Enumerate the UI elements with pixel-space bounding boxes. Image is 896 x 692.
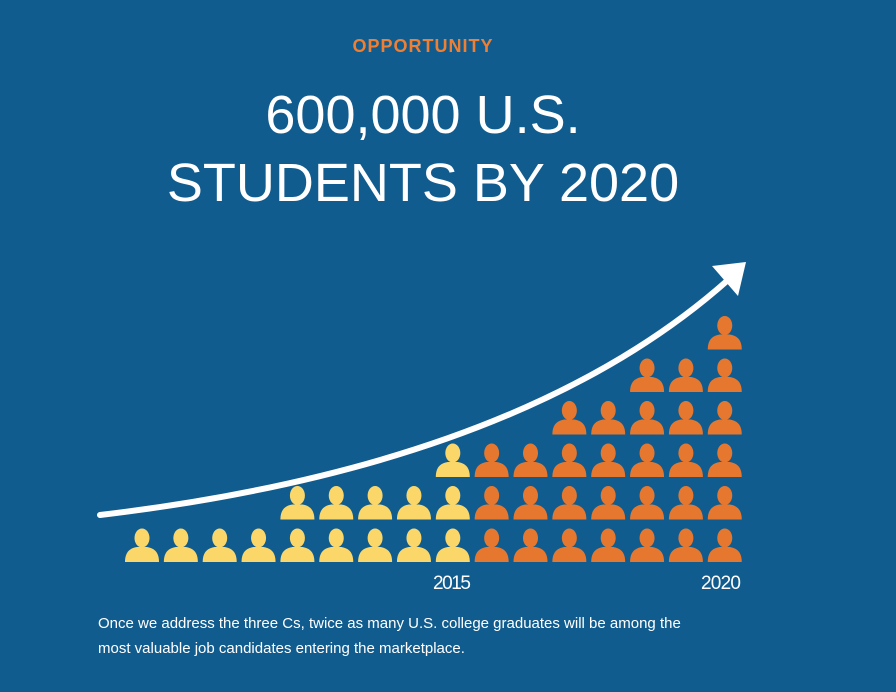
person-icon <box>280 486 315 520</box>
caption-line: Once we address the three Cs, twice as m… <box>98 615 681 632</box>
person-icon <box>435 443 470 477</box>
person-icon <box>513 486 548 520</box>
year-label: 2015 <box>433 573 471 594</box>
person-icon <box>202 528 237 562</box>
person-icon <box>319 528 354 562</box>
person-icon <box>358 486 393 520</box>
person-icon <box>668 528 703 562</box>
person-icon <box>319 486 354 520</box>
person-icon <box>241 528 276 562</box>
caption-line: most valuable job candidates entering th… <box>98 640 465 657</box>
person-icon <box>707 316 742 350</box>
person-icon <box>435 528 470 562</box>
person-icon <box>513 528 548 562</box>
person-icon <box>668 401 703 435</box>
person-icon <box>552 486 587 520</box>
person-icon <box>707 443 742 477</box>
person-icon <box>591 443 626 477</box>
pictograph <box>125 316 742 562</box>
person-icon <box>630 443 665 477</box>
person-icon <box>591 486 626 520</box>
person-icon <box>358 528 393 562</box>
person-icon <box>707 358 742 392</box>
year-label: 2020 <box>701 573 741 594</box>
person-icon <box>630 528 665 562</box>
person-icon <box>474 528 509 562</box>
person-icon <box>513 443 548 477</box>
person-icon <box>591 528 626 562</box>
person-icon <box>163 528 198 562</box>
person-icon <box>396 486 431 520</box>
arrow-head <box>712 262 746 296</box>
person-icon <box>630 401 665 435</box>
person-icon <box>668 443 703 477</box>
person-icon <box>280 528 315 562</box>
person-icon <box>668 358 703 392</box>
person-icon <box>552 401 587 435</box>
person-icon <box>630 486 665 520</box>
title-line: 600,000 U.S. <box>265 85 580 145</box>
person-icon <box>630 358 665 392</box>
person-icon <box>707 401 742 435</box>
person-icon <box>668 486 703 520</box>
person-icon <box>552 528 587 562</box>
person-icon <box>552 443 587 477</box>
person-icon <box>707 528 742 562</box>
person-icon <box>707 486 742 520</box>
person-icon <box>396 528 431 562</box>
growth-arrow <box>97 277 731 518</box>
section-label: OPPORTUNITY <box>352 36 493 56</box>
person-icon <box>435 486 470 520</box>
person-icon <box>474 486 509 520</box>
person-icon <box>125 528 159 562</box>
person-icon <box>474 443 509 477</box>
title-line: STUDENTS BY 2020 <box>167 153 679 213</box>
person-icon <box>591 401 626 435</box>
